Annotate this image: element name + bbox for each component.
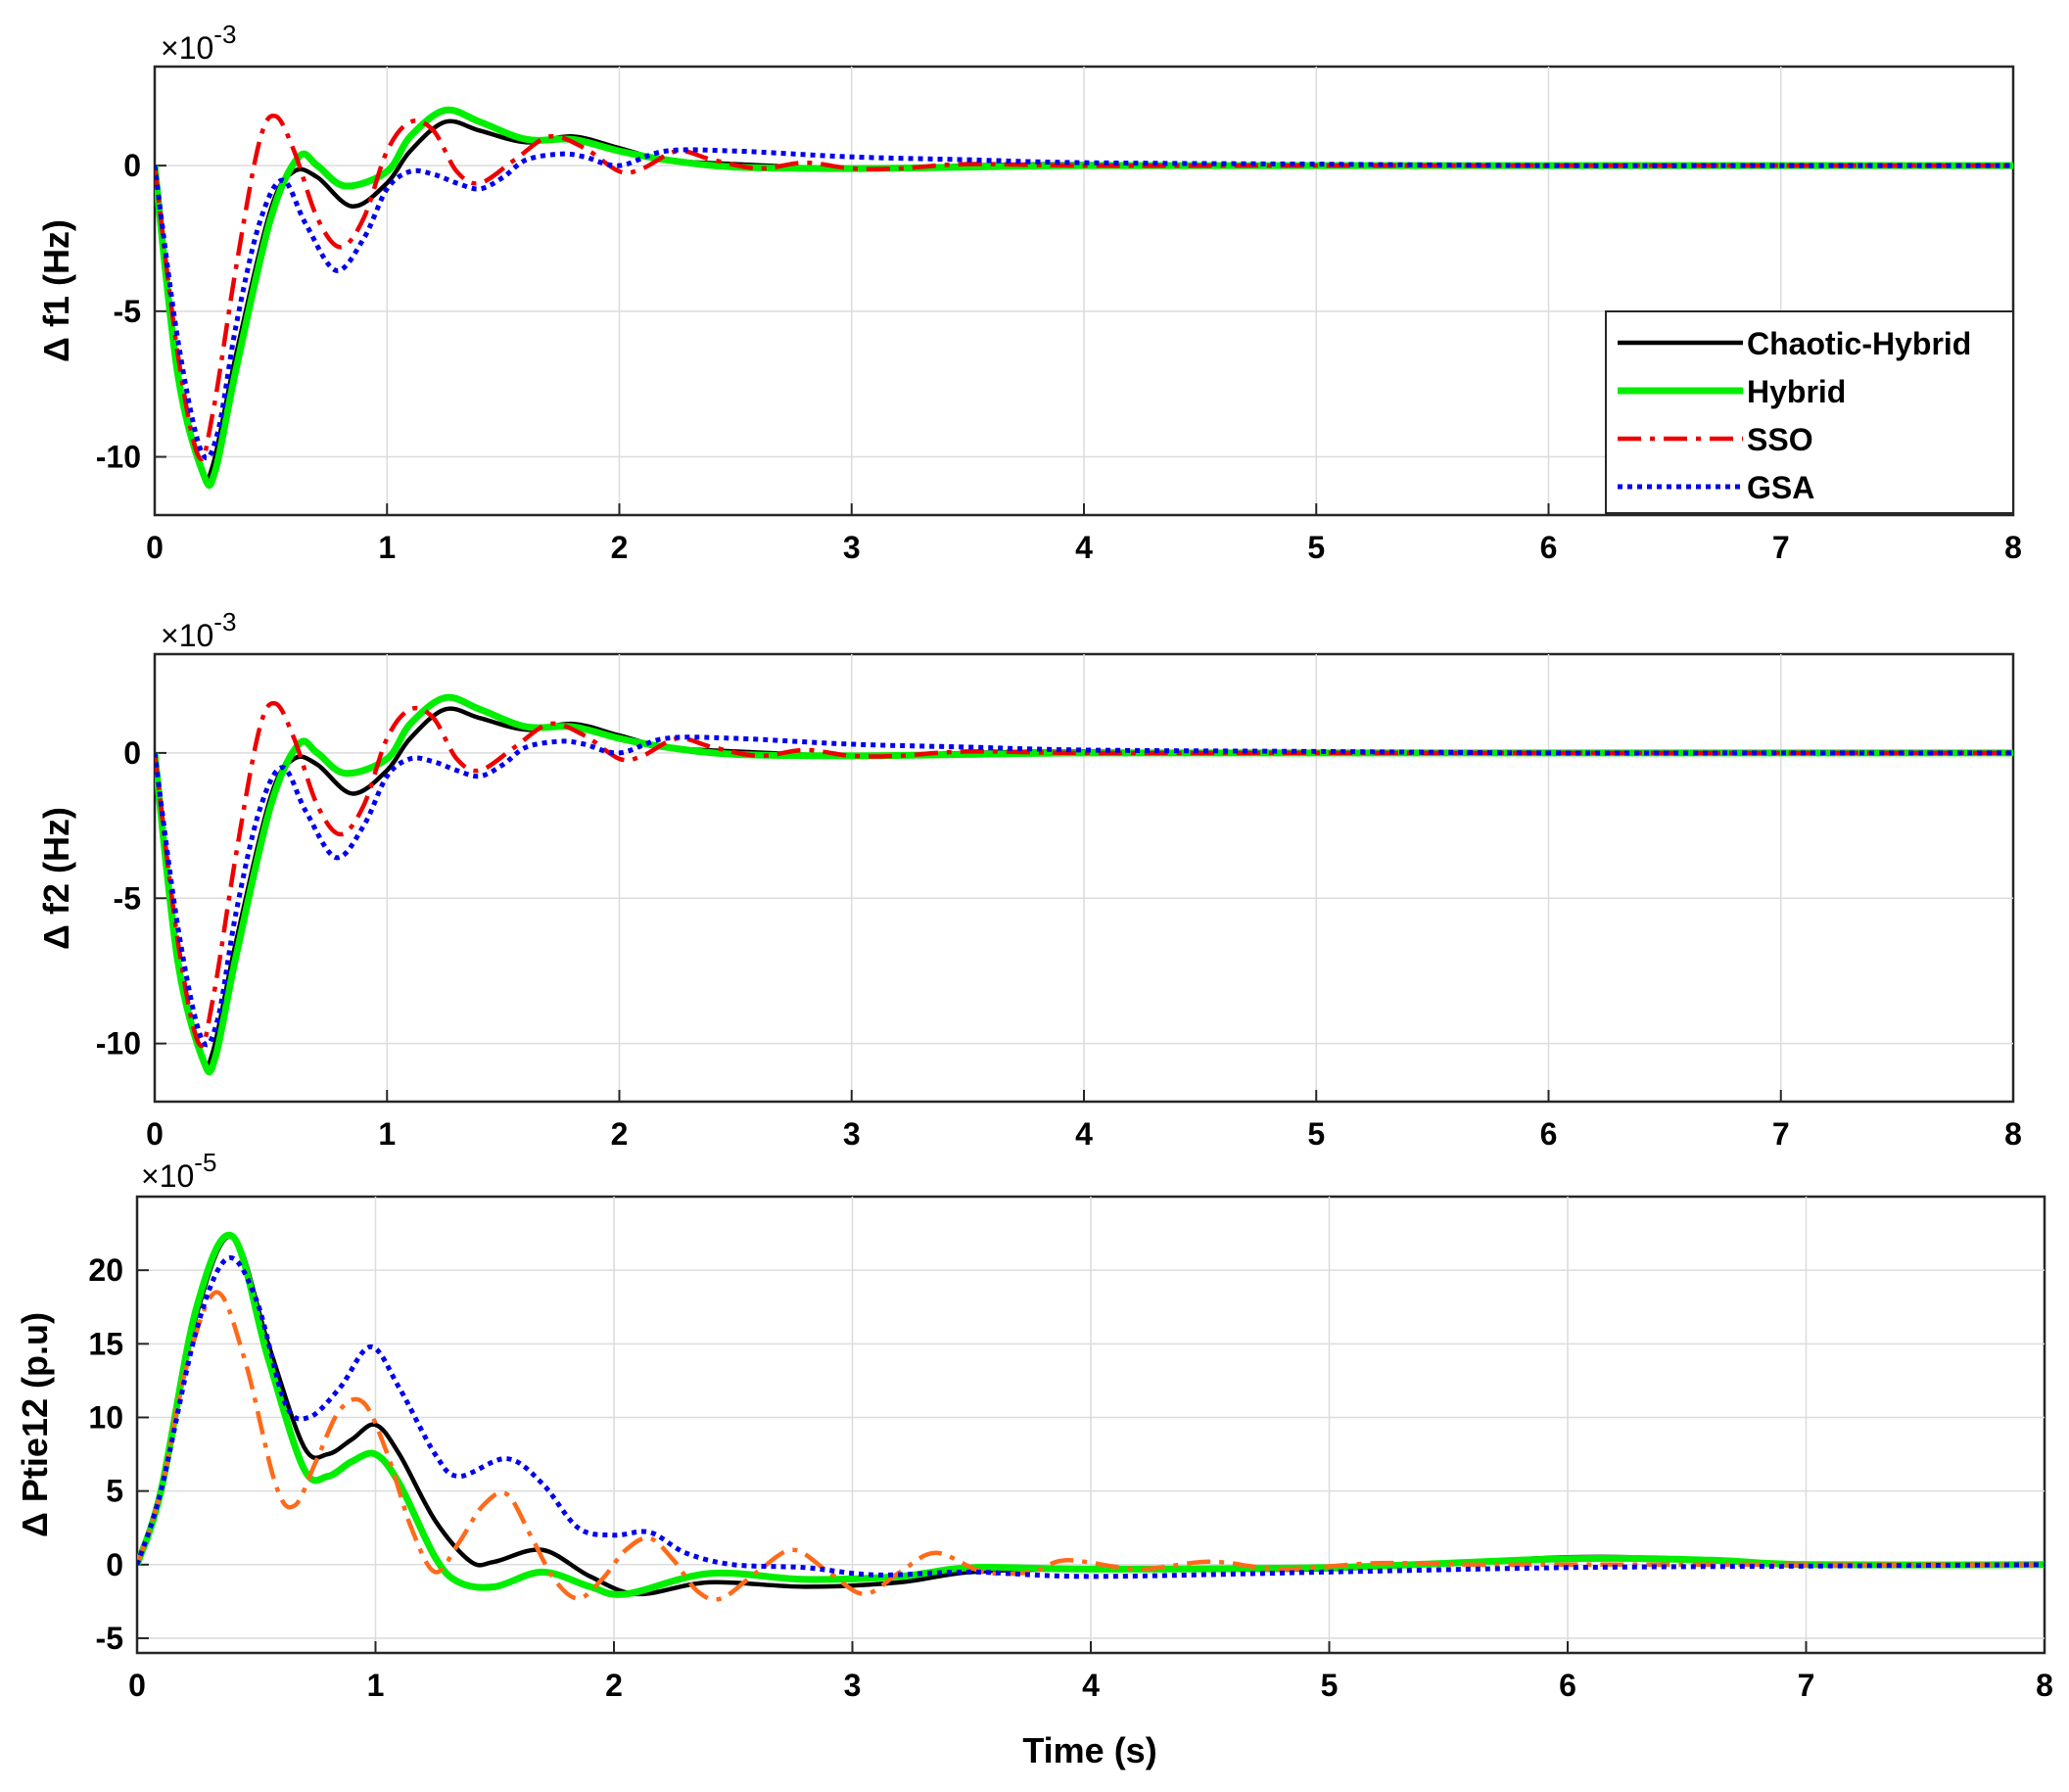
y-tick-label: 0 (123, 148, 141, 183)
y-axis-label: Δ Ptie12 (p.u) (15, 1312, 55, 1537)
y-tick-label: 5 (106, 1474, 123, 1509)
x-tick-label: 1 (367, 1668, 385, 1703)
y-tick-label: 10 (88, 1399, 123, 1435)
y-tick-label: -5 (96, 1621, 123, 1656)
y-exponent: ×10-3 (161, 607, 236, 653)
legend[interactable]: Chaotic-Hybrid Hybrid SSO GSA (1605, 310, 2014, 514)
x-ticks: 0 1 2 3 4 5 6 7 8 (146, 503, 2022, 565)
legend-label-sso: SSO (1747, 422, 1813, 457)
x-tick-label: 0 (146, 1116, 164, 1152)
x-tick-label: 3 (843, 530, 861, 565)
series-line-hybrid (155, 106, 2013, 490)
x-tick-label: 7 (1772, 530, 1790, 565)
y-tick-label: 20 (88, 1252, 123, 1288)
x-tick-label: 7 (1772, 1116, 1790, 1152)
x-tick-label: 6 (1559, 1668, 1576, 1703)
x-tick-label: 5 (1321, 1668, 1339, 1703)
x-ticks: 0 1 2 3 4 5 6 7 8 (128, 1641, 2053, 1703)
y-ticks: -5 0 5 10 15 20 (88, 1252, 149, 1656)
x-tick-label: 0 (146, 530, 164, 565)
x-tick-label: 3 (844, 1668, 862, 1703)
legend-label-chaotic-hybrid: Chaotic-Hybrid (1747, 326, 1971, 361)
x-tick-label: 3 (843, 1116, 861, 1152)
y-ticks: -10 -5 0 (96, 735, 166, 1061)
y-tick-label: -10 (96, 1026, 141, 1061)
x-tick-label: 8 (2004, 1116, 2022, 1152)
y-tick-label: 0 (123, 735, 141, 771)
y-ticks: -10 -5 0 (96, 148, 166, 475)
x-tick-label: 4 (1075, 530, 1093, 565)
legend-label-gsa: GSA (1747, 470, 1814, 505)
exponent-power: -3 (213, 20, 236, 49)
y-tick-label: 15 (88, 1326, 123, 1361)
series-line-gsa (137, 1255, 2045, 1580)
x-tick-label: 0 (128, 1668, 146, 1703)
series-line-sso (137, 1290, 2045, 1602)
y-axis-label: Δ f1 (Hz) (36, 219, 76, 362)
series-line-gsa (155, 147, 2013, 461)
y-axis-label: Δ f2 (Hz) (36, 807, 76, 950)
x-tick-label: 5 (1307, 530, 1325, 565)
x-tick-label: 8 (2004, 530, 2022, 565)
x-tick-label: 4 (1075, 1116, 1093, 1152)
x-ticks: 0 1 2 3 4 5 6 7 8 (146, 1090, 2022, 1152)
series-line-gsa (155, 734, 2013, 1048)
x-tick-label: 8 (2036, 1668, 2053, 1703)
x-tick-label: 6 (1540, 530, 1558, 565)
y-exponent: ×10-5 (141, 1148, 216, 1194)
y-tick-label: 0 (106, 1547, 123, 1582)
y-tick-label: -5 (114, 880, 141, 916)
exponent-power: -3 (213, 607, 236, 637)
y-exponent: ×10-3 (161, 20, 236, 66)
exponent-base: ×10 (161, 30, 213, 66)
x-tick-label: 1 (378, 530, 396, 565)
x-axis-label: Time (s) (1022, 1730, 1156, 1770)
x-tick-label: 6 (1540, 1116, 1558, 1152)
series-lines (155, 693, 2013, 1076)
exponent-power: -5 (194, 1148, 216, 1177)
legend-box (1605, 310, 2014, 514)
x-tick-label: 2 (611, 1116, 629, 1152)
x-tick-label: 4 (1082, 1668, 1100, 1703)
series-lines (155, 106, 2013, 490)
x-tick-label: 7 (1798, 1668, 1815, 1703)
y-tick-label: -10 (96, 440, 141, 475)
x-tick-label: 2 (605, 1668, 623, 1703)
x-tick-label: 2 (611, 530, 629, 565)
chart-panel-f1: 0 1 2 3 4 5 6 7 8 -10 -5 0 ×10-3 Δ f1 (Hz) Chaotic… (36, 20, 2022, 565)
exponent-base: ×10 (141, 1158, 194, 1194)
x-tick-label: 5 (1307, 1116, 1325, 1152)
x-tick-label: 1 (378, 1116, 396, 1152)
series-lines (137, 1231, 2045, 1602)
y-tick-label: -5 (114, 294, 141, 329)
exponent-base: ×10 (161, 618, 213, 653)
series-line-hybrid (137, 1231, 2045, 1598)
chart-panel-f2: 0 1 2 3 4 5 6 7 8 -10 -5 0 ×10-3 Δ f2 (Hz) (36, 607, 2022, 1152)
series-line-hybrid (155, 693, 2013, 1076)
legend-label-hybrid: Hybrid (1747, 374, 1846, 409)
